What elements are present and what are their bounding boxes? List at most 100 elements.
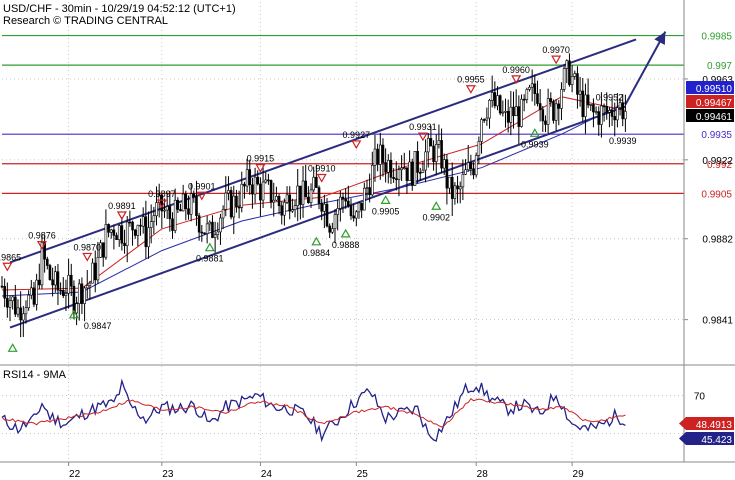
- candle-body: [19, 307, 22, 321]
- candle-body: [496, 95, 499, 107]
- candle-body: [200, 231, 204, 234]
- candle-body: [624, 111, 627, 120]
- price-tag-label: 0.99510: [696, 84, 733, 95]
- swing-high-marker: [351, 140, 362, 150]
- candle-body: [533, 83, 537, 94]
- candle-body: [355, 211, 358, 219]
- candle-body: [461, 173, 465, 188]
- candle-body: [344, 198, 347, 202]
- candle-body: [440, 140, 443, 169]
- candle-body: [115, 235, 118, 240]
- swing-high-label: 0.9876: [28, 231, 56, 241]
- candle-body: [144, 216, 148, 248]
- candle-body: [77, 283, 81, 304]
- rsi-panel: 70: [0, 364, 735, 443]
- candle-body: [232, 195, 236, 218]
- candle-body: [450, 176, 454, 199]
- candle-body: [61, 289, 65, 297]
- candle-body: [227, 190, 230, 194]
- candle-body: [56, 271, 60, 291]
- candle-body: [101, 242, 105, 258]
- level-label: 0.992: [707, 160, 732, 171]
- candle-body: [43, 242, 46, 260]
- rsi-value-tag-box: [686, 417, 734, 430]
- candle-body: [386, 159, 390, 173]
- candle-body: [360, 202, 363, 211]
- candle-body: [397, 169, 401, 180]
- swing-low-marker: [68, 309, 79, 319]
- grid: [2, 2, 684, 462]
- candle-body: [22, 313, 25, 321]
- swing-high-marker: [116, 211, 127, 221]
- candle-body: [80, 283, 84, 304]
- candle-body: [586, 94, 590, 106]
- swing-high-marker: [36, 240, 47, 250]
- candle-body: [517, 106, 521, 127]
- candle-body: [522, 98, 526, 101]
- candle-body: [181, 193, 185, 212]
- candle-body: [173, 199, 177, 231]
- candle-body: [261, 181, 265, 201]
- candle-body: [245, 169, 249, 187]
- candle-body: [27, 294, 30, 309]
- annotation-label: 0.9939: [609, 136, 637, 146]
- swing-high-label: 0.9960: [502, 65, 530, 75]
- candle-body: [477, 141, 481, 156]
- candle-body: [514, 106, 518, 117]
- candle-body: [562, 68, 566, 90]
- candle-body: [88, 282, 92, 286]
- candle-body: [445, 159, 449, 189]
- candle-body: [221, 209, 225, 219]
- y-tick-label: 0.9841: [702, 316, 733, 327]
- candle-body: [392, 177, 395, 179]
- candle-body: [408, 161, 411, 181]
- candle-body: [59, 289, 62, 292]
- candle-body: [426, 138, 430, 153]
- candle-body: [472, 168, 475, 176]
- candle-body: [578, 90, 582, 95]
- candle-body: [256, 176, 260, 185]
- swing-low-label: 0.9902: [422, 212, 450, 222]
- rsi-title: RSI14 - 9MA: [3, 369, 67, 381]
- candle-body: [320, 203, 323, 212]
- swing-low-marker: [529, 128, 540, 137]
- x-tick-label: 29: [573, 469, 585, 480]
- candle-body: [608, 110, 611, 113]
- candle-body: [307, 196, 310, 203]
- candle-body: [602, 105, 606, 108]
- candle-body: [384, 162, 387, 173]
- swing-high-marker: [82, 252, 93, 262]
- candle-body: [251, 184, 254, 195]
- candle-body: [192, 193, 196, 198]
- candle-body: [53, 271, 57, 286]
- candle-body: [357, 202, 361, 213]
- candle-body: [437, 140, 441, 145]
- y-tick-label: 0.9882: [702, 235, 733, 246]
- candle-body: [600, 105, 603, 125]
- candle-body: [85, 285, 89, 289]
- candle-body: [584, 94, 587, 117]
- candle-body: [168, 206, 172, 220]
- candle-body: [304, 180, 308, 198]
- candle-body: [421, 169, 425, 173]
- swing-low-label: 0.9884: [303, 248, 331, 258]
- x-tick-label: 22: [69, 469, 81, 480]
- candle-body: [120, 225, 124, 244]
- price-tags: 0.99510 0.99467 0.99461 48.4913 45.423: [679, 81, 734, 446]
- candle-body: [125, 221, 129, 247]
- candle-body: [48, 265, 52, 281]
- candle-body: [530, 83, 534, 88]
- candle-body: [149, 221, 153, 228]
- candle-body: [424, 151, 427, 171]
- swing-high-label: 0.9970: [542, 45, 570, 55]
- candle-body: [107, 224, 110, 233]
- candle-body: [253, 176, 257, 195]
- candle-body: [69, 274, 73, 287]
- candle-body: [576, 73, 579, 95]
- projection-arrow-line: [624, 31, 667, 106]
- candle-body: [45, 258, 49, 266]
- candle-body: [474, 155, 478, 176]
- x-tick-label: 23: [162, 469, 174, 480]
- candle-body: [35, 279, 38, 305]
- candle-body: [549, 98, 553, 102]
